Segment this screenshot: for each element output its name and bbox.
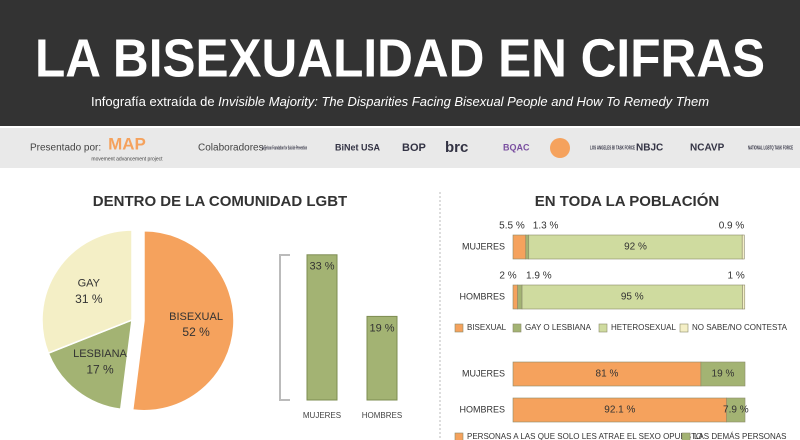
category-label: MUJERES bbox=[462, 241, 505, 251]
bar-segment bbox=[512, 397, 727, 423]
segment-value: 7.9 % bbox=[723, 405, 749, 416]
slice-value: 31 % bbox=[75, 292, 103, 306]
collaborator-logo: LOS ANGELES BI TASK FORCE bbox=[590, 145, 635, 151]
legend-label: HETEROSEXUAL bbox=[611, 323, 676, 332]
subtitle-prefix: Infografía extraída de bbox=[91, 94, 218, 109]
bar-segment bbox=[512, 284, 518, 310]
collaborator-logo: BOP bbox=[402, 142, 426, 154]
collaborator-logo: BQAC bbox=[503, 142, 530, 152]
pie-slice bbox=[131, 230, 235, 412]
collaborator-logo: NCAVP bbox=[690, 143, 725, 154]
segment-value: 1 % bbox=[728, 271, 745, 282]
pie-slice bbox=[41, 229, 133, 355]
segment-value: 5.5 % bbox=[499, 221, 525, 232]
slice-label: BISEXUAL bbox=[169, 311, 223, 323]
collaborator-logo: NBJC bbox=[636, 143, 663, 154]
pie-slice bbox=[47, 318, 133, 411]
slice-label: GAY bbox=[78, 278, 101, 290]
legend-swatch bbox=[679, 323, 689, 333]
segment-value: 95 % bbox=[621, 292, 644, 303]
slice-label: LESBIANA bbox=[73, 348, 127, 360]
legend-label: BISEXUAL bbox=[467, 323, 507, 332]
sponsor-band bbox=[0, 128, 800, 168]
collaborator-logo: NATIONAL LGBTQ TASK FORCE bbox=[748, 145, 793, 151]
collaborator-logo: brc bbox=[445, 139, 468, 156]
category-label: HOMBRES bbox=[459, 404, 505, 414]
category-label: HOMBRES bbox=[459, 291, 505, 301]
legend-label: PERSONAS A LAS QUE SOLO LES ATRAE EL SEX… bbox=[467, 432, 702, 440]
x-tick-label: MUJERES bbox=[303, 411, 341, 420]
legend-swatch bbox=[681, 432, 691, 440]
bracket bbox=[279, 254, 290, 401]
presented-label: Presentado por: bbox=[30, 143, 101, 154]
presenter-logo: MAP bbox=[108, 134, 146, 153]
collaborator-logo: BiNet USA bbox=[335, 142, 381, 152]
x-tick-label: HOMBRES bbox=[362, 411, 402, 420]
bar-value: 33 % bbox=[309, 261, 334, 273]
presenter-tagline: movement advancement project bbox=[91, 156, 163, 162]
slice-value: 52 % bbox=[182, 325, 210, 339]
bar-segment bbox=[521, 284, 743, 310]
segment-value: 19 % bbox=[712, 369, 735, 380]
segment-value: 92.1 % bbox=[604, 405, 635, 416]
segment-value: 1.9 % bbox=[526, 271, 552, 282]
segment-value: 81 % bbox=[596, 369, 619, 380]
bar-segment bbox=[741, 234, 745, 260]
slice-value: 17 % bbox=[86, 362, 114, 376]
bar bbox=[366, 315, 398, 401]
segment-value: 92 % bbox=[624, 242, 647, 253]
header-band bbox=[0, 0, 800, 126]
segment-value: 0.9 % bbox=[719, 221, 745, 232]
subtitle: Infografía extraída de Invisible Majorit… bbox=[91, 94, 709, 109]
legend-label: NO SABE/NO CONTESTA bbox=[692, 323, 788, 332]
bar-segment bbox=[726, 397, 746, 423]
legend-swatch bbox=[598, 323, 608, 333]
title: LA BISEXUALIDAD EN CIFRAS bbox=[35, 28, 765, 88]
legend-label: GAY O LESBIANA bbox=[525, 323, 592, 332]
bar-segment bbox=[525, 234, 530, 260]
bar-segment bbox=[517, 284, 523, 310]
legend-swatch bbox=[454, 432, 464, 440]
bar bbox=[306, 254, 338, 401]
bar-value: 19 % bbox=[369, 322, 394, 334]
collaborator-icon bbox=[550, 138, 570, 158]
category-label: MUJERES bbox=[462, 368, 505, 378]
legend-swatch bbox=[512, 323, 522, 333]
collaborator-logo: American Foundation for Suicide Preventi… bbox=[262, 145, 307, 151]
bar-segment bbox=[700, 361, 746, 387]
subtitle-source: Invisible Majority: The Disparities Faci… bbox=[218, 94, 709, 109]
collaborators-label: Colaboradores: bbox=[198, 143, 266, 154]
legend-label: LAS DEMÁS PERSONAS bbox=[694, 432, 786, 440]
bar-segment bbox=[512, 234, 527, 260]
segment-value: 2 % bbox=[499, 271, 516, 282]
section-title: EN TODA LA POBLACIÓN bbox=[535, 192, 719, 210]
segment-value: 1.3 % bbox=[533, 221, 559, 232]
bar-segment bbox=[742, 284, 746, 310]
section-title: DENTRO DE LA COMUNIDAD LGBT bbox=[93, 193, 347, 210]
legend-swatch bbox=[454, 323, 464, 333]
